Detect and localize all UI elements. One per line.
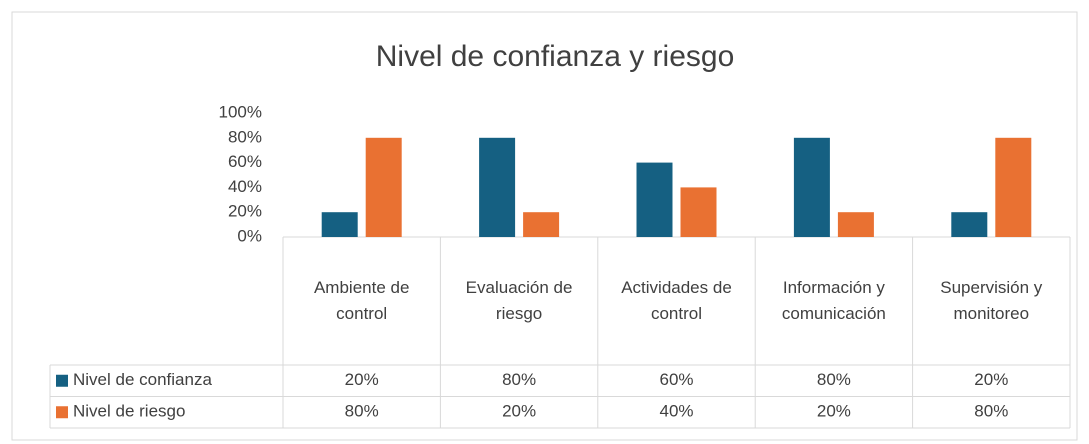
chart-title: Nivel de confianza y riesgo: [376, 40, 735, 73]
category-cell: Actividades de control: [621, 278, 732, 323]
legend-label: Nivel de confianza: [73, 370, 212, 389]
y-tick-label: 20%: [228, 202, 262, 221]
bar: [479, 137, 516, 237]
table-value: 60%: [659, 370, 693, 389]
table-value: 80%: [974, 402, 1008, 421]
table-value: 40%: [659, 402, 693, 421]
table-value: 20%: [817, 402, 851, 421]
bar: [523, 212, 560, 237]
x-tick-label: Actividades de control: [621, 278, 732, 323]
bar: [680, 187, 717, 237]
legend-label: Nivel de riesgo: [73, 402, 185, 421]
legend-swatch: [56, 374, 68, 387]
x-tick-label: Ambiente de control: [313, 278, 410, 323]
bar: [636, 162, 673, 237]
table-value: 80%: [345, 402, 379, 421]
category-cell: Información y comunicación: [781, 278, 886, 323]
x-tick-label: Información y comunicación: [781, 278, 886, 323]
y-tick-label: 0%: [237, 226, 262, 245]
bar: [951, 212, 988, 237]
table-value: 80%: [502, 370, 536, 389]
table-value: 20%: [502, 402, 536, 421]
category-cell: Supervisión y monitoreo: [940, 278, 1043, 323]
x-tick-label: Evaluación de riesgo: [465, 278, 573, 323]
y-tick-label: 40%: [228, 177, 262, 196]
legend-swatch: [56, 406, 68, 419]
table-value: 20%: [345, 370, 379, 389]
y-tick-label: 100%: [219, 102, 262, 121]
y-tick-label: 60%: [228, 152, 262, 171]
table-value: 20%: [974, 370, 1008, 389]
bar: [995, 137, 1032, 237]
category-cell: Evaluación de riesgo: [465, 278, 573, 323]
x-tick-label: Supervisión y monitoreo: [940, 278, 1043, 323]
bar: [837, 212, 874, 237]
bar: [365, 137, 402, 237]
y-tick-label: 80%: [228, 127, 262, 146]
bar: [321, 212, 358, 237]
bar: [793, 137, 830, 237]
category-cell: Ambiente de control: [313, 278, 410, 323]
table-value: 80%: [817, 370, 851, 389]
